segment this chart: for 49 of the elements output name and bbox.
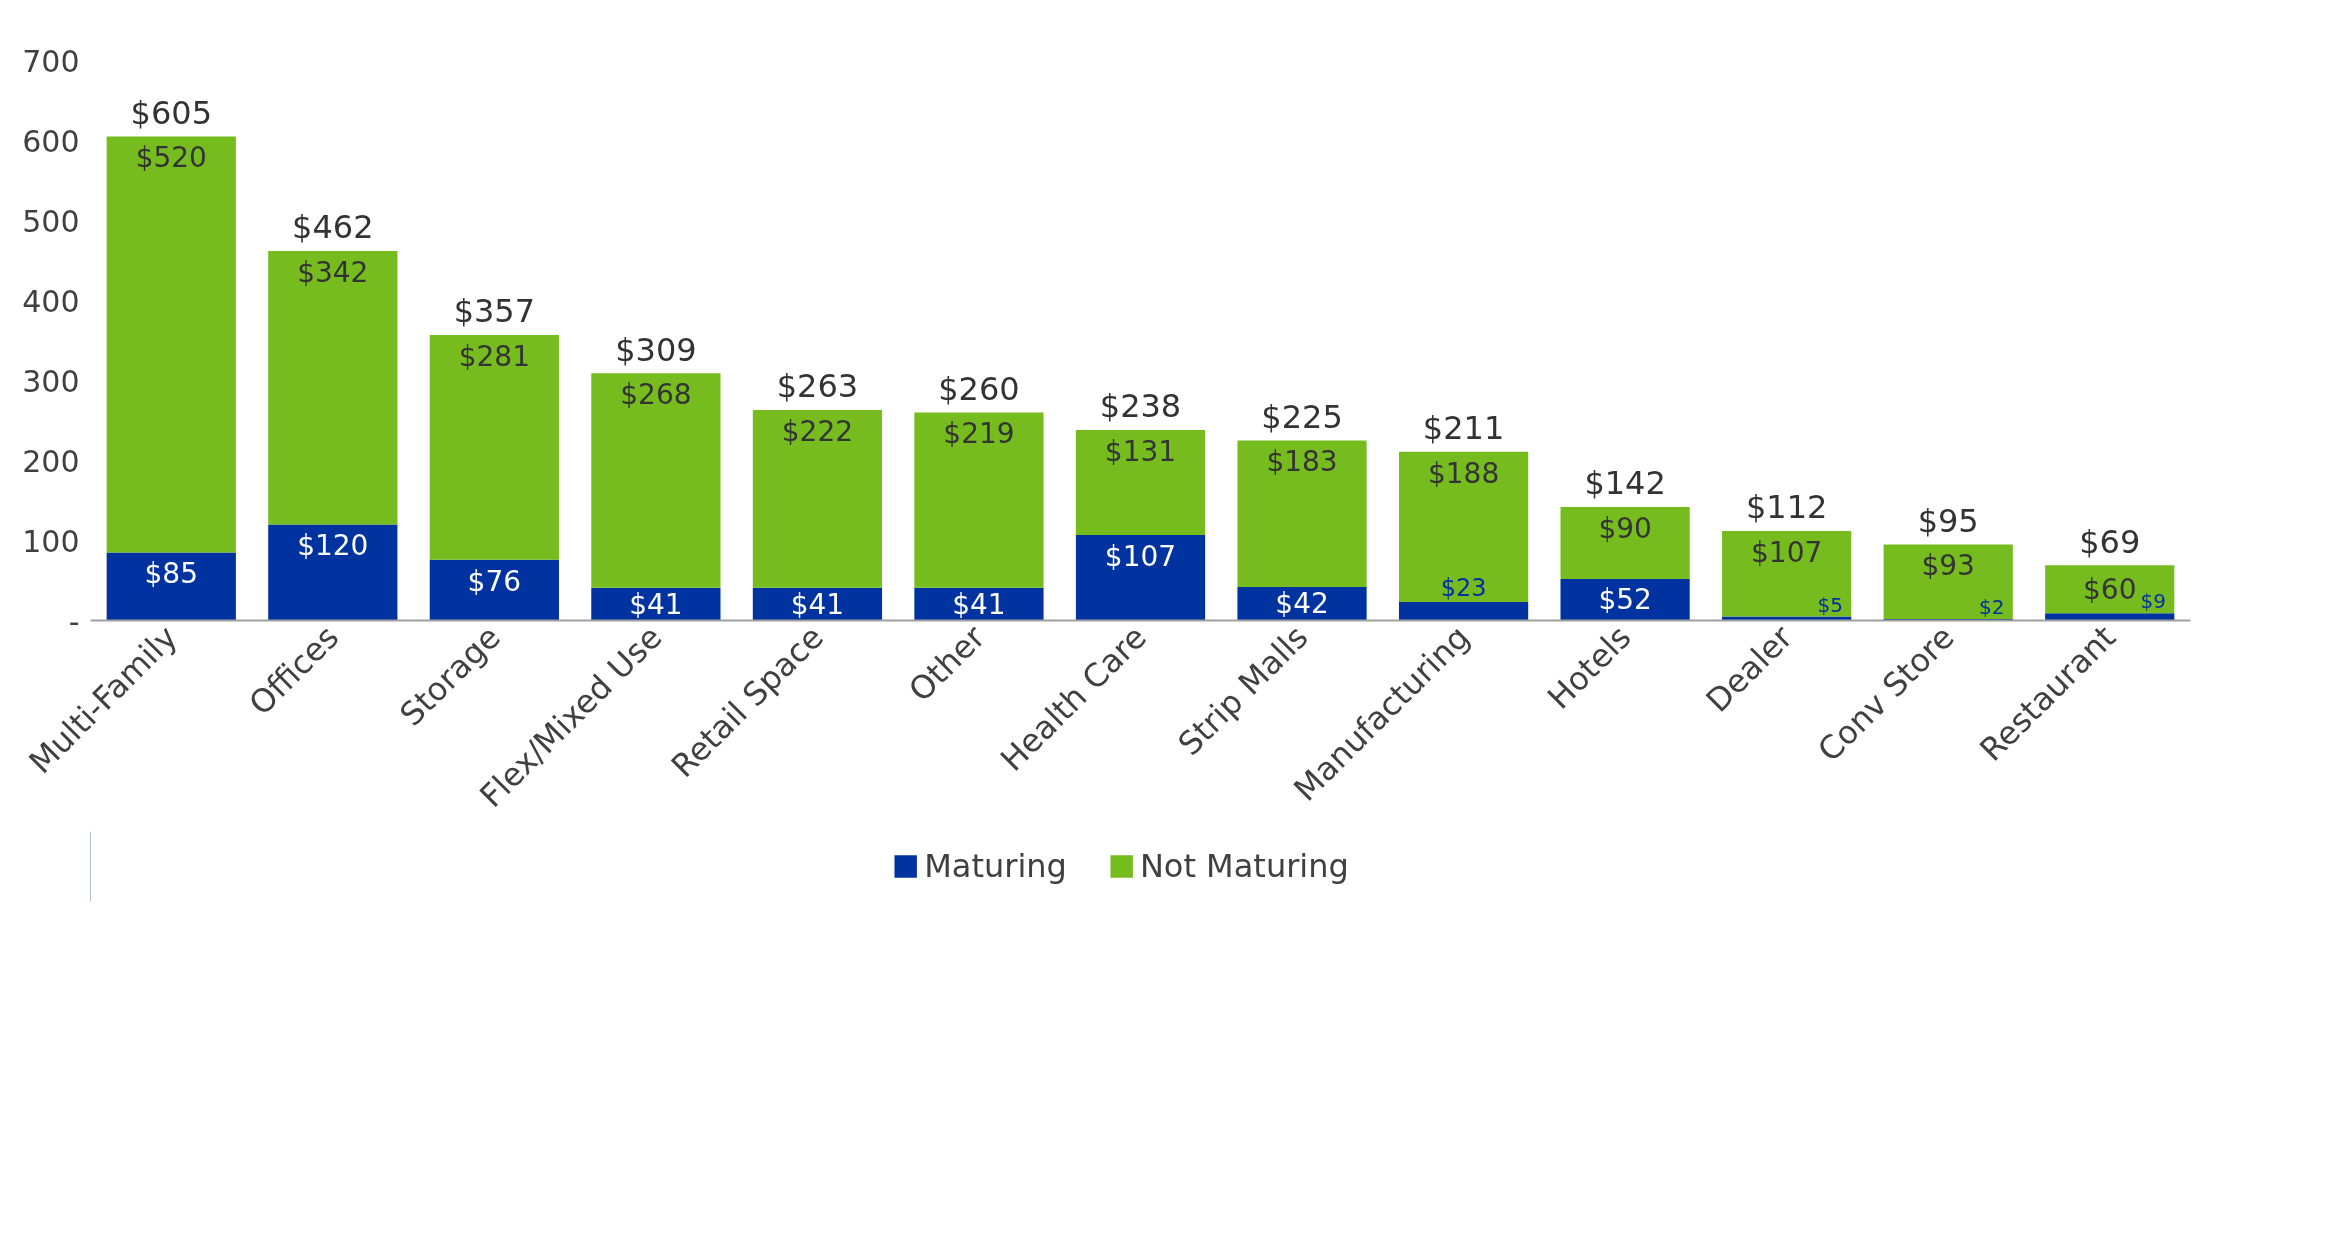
total-label: $69 [2079, 522, 2141, 561]
data-label: $23 [1440, 574, 1487, 603]
data-label: $90 [1598, 511, 1652, 545]
data-label: $60 [2083, 572, 2137, 606]
data-label: $342 [297, 255, 369, 289]
data-label: $281 [458, 339, 530, 373]
legend-label: Not Maturing [1139, 847, 1349, 885]
data-label: $268 [620, 378, 692, 412]
total-label: $605 [130, 93, 212, 132]
data-label: $41 [629, 587, 683, 621]
total-label: $260 [938, 369, 1020, 408]
y-tick-label: 100 [22, 523, 80, 559]
data-label: $42 [1275, 587, 1329, 621]
data-label: $222 [781, 414, 854, 448]
data-label: $5 [1817, 592, 1843, 617]
total-label: $112 [1745, 488, 1828, 527]
data-label: $41 [790, 587, 845, 621]
data-label: $107 [1104, 539, 1177, 573]
data-label: $41 [952, 587, 1006, 621]
total-label: $263 [776, 367, 859, 406]
data-label: $131 [1104, 434, 1177, 468]
total-label: $142 [1584, 464, 1666, 503]
data-label: $107 [1751, 535, 1823, 569]
data-label: $219 [943, 417, 1015, 451]
y-tick-label: 300 [22, 363, 80, 399]
data-label: $2 [1979, 594, 2005, 619]
total-label: $238 [1099, 387, 1182, 426]
data-label: $188 [1427, 456, 1500, 490]
y-tick-label: 200 [22, 443, 80, 479]
total-label: $462 [292, 208, 374, 247]
data-label: $76 [467, 564, 522, 598]
total-label: $211 [1422, 408, 1505, 447]
y-tick-label: 600 [22, 123, 80, 159]
data-label: $520 [135, 141, 207, 175]
y-tick-label: - [68, 603, 80, 639]
legend-label: Maturing [924, 847, 1067, 885]
total-label: $95 [1917, 501, 1979, 540]
y-tick-label: 700 [22, 43, 80, 79]
data-label: $183 [1266, 445, 1338, 479]
y-tick-label: 400 [22, 283, 80, 319]
y-tick-label: 500 [22, 203, 80, 239]
total-label: $357 [453, 292, 536, 331]
total-label: $309 [615, 330, 697, 369]
total-label: $225 [1261, 397, 1343, 436]
data-label: $52 [1598, 583, 1652, 617]
data-label: $120 [297, 529, 369, 563]
data-label: $93 [1921, 549, 1975, 583]
data-label: $85 [144, 557, 198, 591]
data-label: $9 [2140, 589, 2167, 614]
